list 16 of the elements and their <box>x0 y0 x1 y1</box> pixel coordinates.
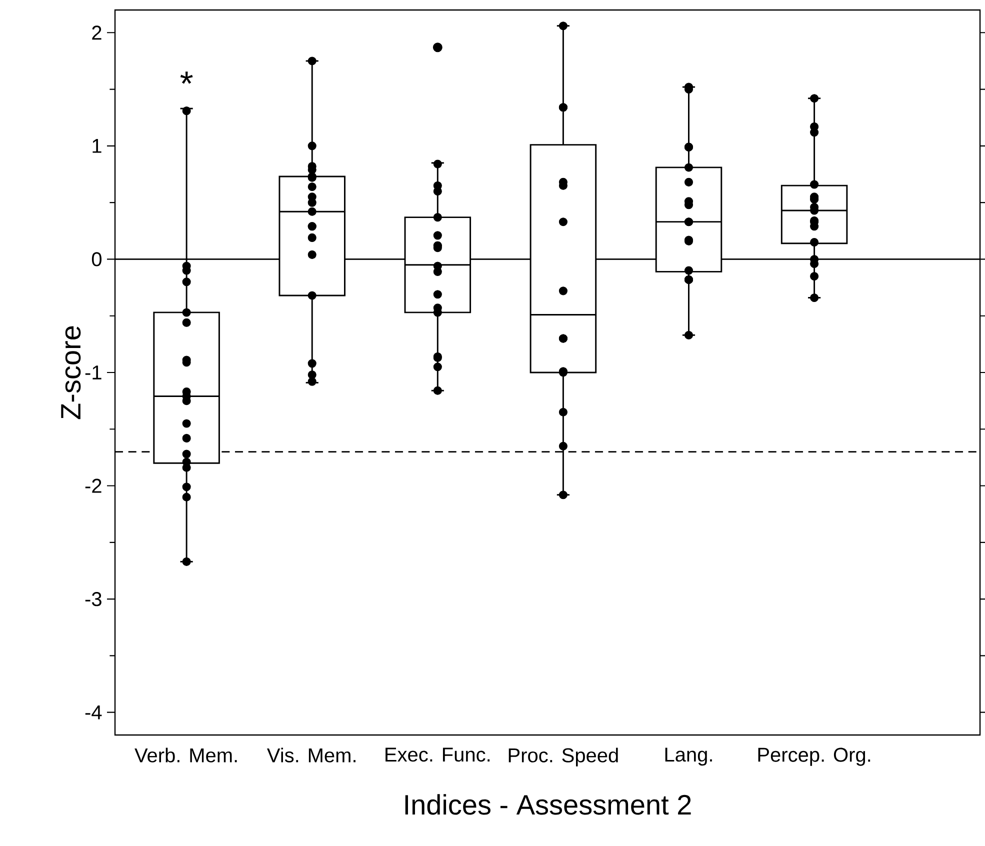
x-tick-label: Lang. <box>665 748 712 766</box>
y-tick-label: -2 <box>85 478 102 493</box>
y-tick-label: 1 <box>92 139 102 153</box>
x-axis-title: Indices - Assessment 2 <box>405 794 691 815</box>
x-tick-label: Vis. Mem. <box>267 748 356 762</box>
y-tick-label: 0 <box>92 252 102 266</box>
y-tick-label: 2 <box>92 26 102 40</box>
x-tick-label: Exec. Func. <box>386 748 490 762</box>
y-tick-label: -1 <box>85 366 102 380</box>
y-tick-label: -3 <box>85 592 102 606</box>
y-axis-title: Z-score <box>61 326 81 420</box>
y-tick-label: -4 <box>85 705 102 720</box>
annotation: * <box>180 72 193 84</box>
x-tick-label: Percep. Org. <box>758 748 870 766</box>
x-tick-label: Proc. Speed <box>508 748 618 766</box>
x-tick-label: Verb. Mem. <box>134 748 237 762</box>
